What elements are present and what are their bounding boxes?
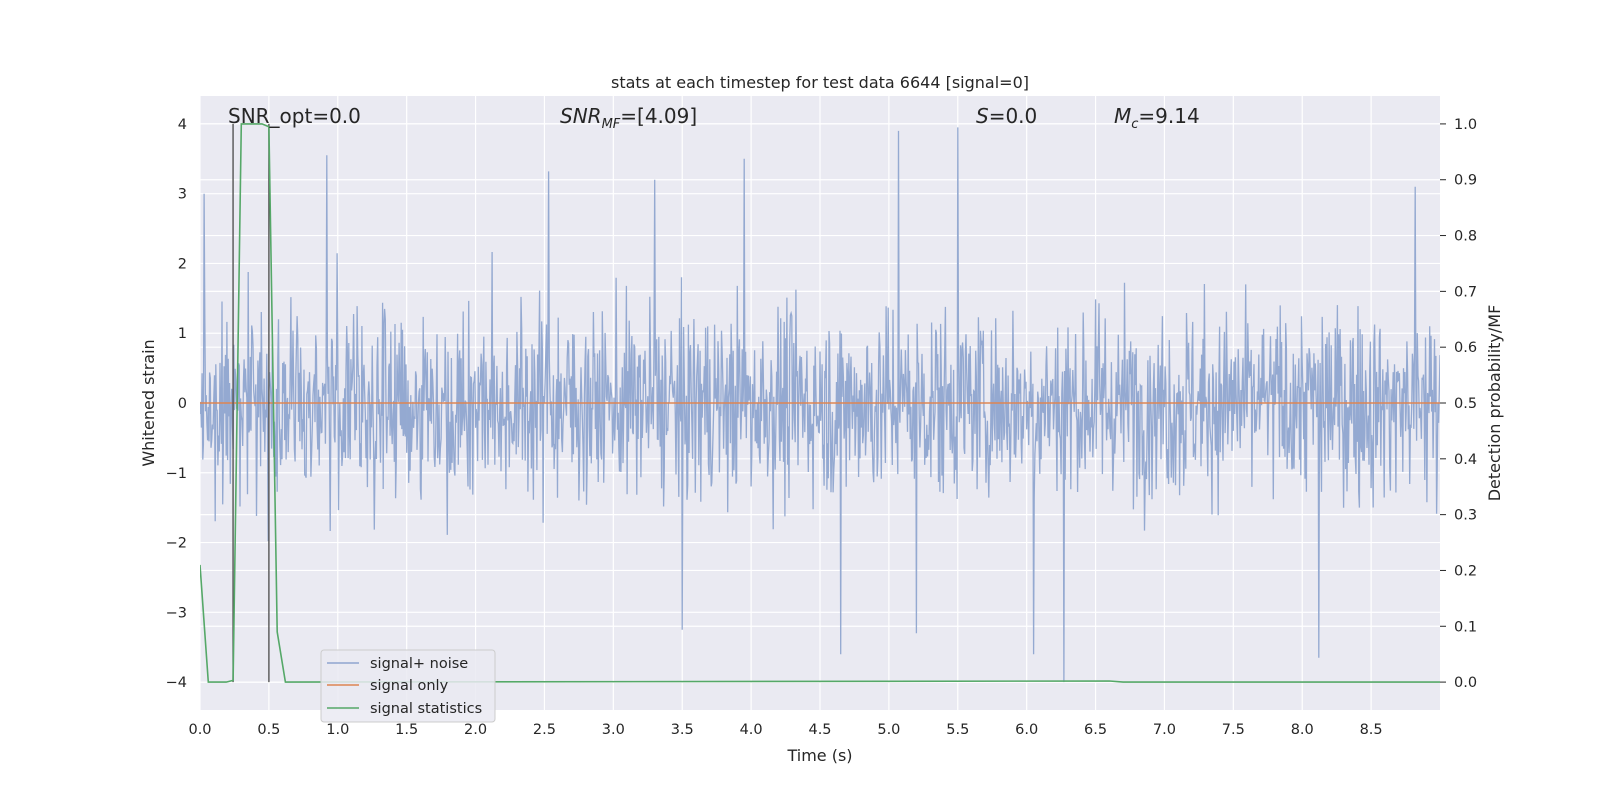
y2-tick-label: 0.3 [1454, 508, 1477, 524]
x-tick-label: 5.5 [946, 722, 969, 738]
x-tick-label: 4.5 [808, 722, 831, 738]
x-tick-label: 6.5 [1084, 722, 1107, 738]
y2-tick-label: 0.9 [1454, 173, 1477, 189]
x-tick-label: 0.0 [188, 722, 211, 738]
series-signal-noise [200, 127, 1440, 683]
x-tick-label: 6.0 [1015, 722, 1038, 738]
chart-title: stats at each timestep for test data 664… [611, 73, 1029, 92]
y2-tick-label: 0.6 [1454, 340, 1477, 356]
legend-label-signal-statistics: signal statistics [370, 701, 482, 717]
x-tick-label: 0.5 [257, 722, 280, 738]
y2-tick-label: 0.4 [1454, 452, 1477, 468]
x-tick-label: 2.5 [533, 722, 556, 738]
x-tick-label: 7.0 [1153, 722, 1176, 738]
y2-tick-label: 0.7 [1454, 284, 1477, 300]
x-tick-label: 1.0 [326, 722, 349, 738]
legend: signal+ noise signal only signal statist… [320, 649, 496, 723]
x-tick-label: 2.0 [464, 722, 487, 738]
x-tick-label: 3.5 [671, 722, 694, 738]
x-tick-label: 7.5 [1222, 722, 1245, 738]
x-tick-label: 3.0 [602, 722, 625, 738]
legend-label-signal-noise: signal+ noise [370, 656, 468, 672]
y-tick-label: −4 [166, 675, 187, 691]
y-tick-label: 3 [178, 187, 187, 203]
y2-axis-ticks: 0.0 0.1 0.2 0.3 0.4 0.5 0.6 0.7 0.8 0.9 1.0 [1440, 117, 1477, 691]
y-tick-label: −1 [166, 466, 187, 482]
annotation-mc: Mc=9.14 [1114, 104, 1200, 132]
y-tick-label: 4 [178, 117, 187, 133]
y2-tick-label: 0.2 [1454, 563, 1477, 579]
y2-tick-label: 0.1 [1454, 619, 1477, 635]
x-tick-label: 8.0 [1291, 722, 1314, 738]
y2-tick-label: 1.0 [1454, 117, 1477, 133]
x-tick-label: 1.5 [395, 722, 418, 738]
x-axis-ticks: 0.0 0.5 1.0 1.5 2.0 2.5 3.0 3.5 4.0 4.5 5.0 5.5 6.0 6… [188, 722, 1382, 738]
legend-label-signal-only: signal only [370, 678, 449, 694]
legend-box [320, 649, 496, 723]
y-tick-label: 2 [178, 256, 187, 272]
y-axis-ticks: −4 −3 −2 −1 0 1 2 3 4 [166, 117, 187, 691]
annotation-s: S=0.0 [976, 104, 1037, 128]
y-tick-label: 0 [178, 396, 187, 412]
y-tick-label: −2 [166, 536, 187, 552]
y-tick-label: 1 [178, 326, 187, 342]
x-tick-label: 4.0 [740, 722, 763, 738]
y-tick-label: −3 [166, 605, 187, 621]
y2-tick-label: 0.0 [1454, 675, 1477, 691]
series-signal-statistics [200, 123, 1440, 683]
y-axis-label: Whitened strain [139, 339, 158, 466]
vertical-markers [232, 123, 270, 683]
x-tick-label: 8.5 [1360, 722, 1383, 738]
x-axis-label: Time (s) [786, 746, 852, 765]
x-tick-label: 5.0 [877, 722, 900, 738]
annotation-snr-mf: SNRMF=[4.09] [560, 104, 697, 132]
y2-axis-label: Detection probability/MF [1485, 305, 1504, 502]
annotation-snr-opt: SNR_opt=0.0 [228, 104, 361, 128]
y2-tick-label: 0.5 [1454, 396, 1477, 412]
y2-tick-label: 0.8 [1454, 229, 1477, 245]
noise-line [200, 127, 1440, 683]
